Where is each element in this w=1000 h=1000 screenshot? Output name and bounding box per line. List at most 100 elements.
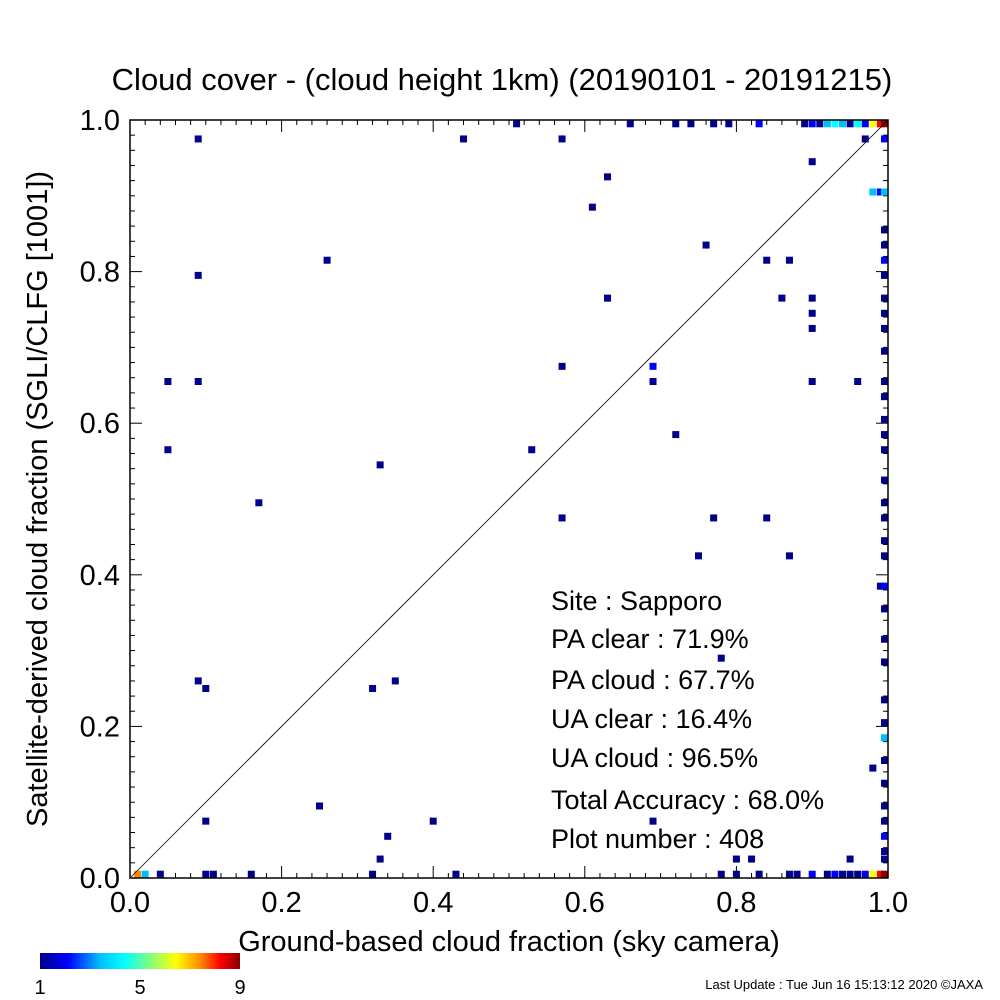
y-axis-label: Satellite-derived cloud fraction (SGLI/C… — [22, 171, 54, 827]
data-point — [649, 817, 657, 825]
data-point — [384, 832, 392, 840]
data-point — [831, 870, 839, 878]
data-point — [785, 870, 793, 878]
data-point — [881, 256, 888, 264]
total-accuracy-label: Total Accuracy : 68.0% — [551, 785, 824, 815]
data-point — [869, 120, 877, 128]
data-point — [881, 241, 888, 249]
data-point — [881, 552, 888, 560]
data-point — [881, 476, 888, 484]
data-point — [755, 120, 763, 128]
data-point — [376, 855, 384, 863]
data-point — [881, 294, 888, 302]
x-tick-label: 1.0 — [868, 887, 908, 919]
data-point — [881, 271, 888, 279]
data-point — [881, 734, 888, 742]
data-point — [881, 446, 888, 454]
footer-last-update: Last Update : Tue Jun 16 15:13:12 2020 ©… — [705, 977, 983, 992]
data-point — [604, 173, 612, 181]
site-label: Site : Sapporo — [551, 586, 722, 616]
data-point — [881, 779, 888, 787]
data-point — [376, 461, 384, 469]
plot-frame — [129, 119, 889, 879]
data-point — [881, 582, 888, 590]
data-point — [763, 256, 771, 264]
data-point — [717, 654, 725, 662]
color-bar-mid-label: 5 — [134, 977, 145, 999]
data-point — [164, 378, 172, 386]
data-point — [528, 446, 536, 454]
data-point — [626, 120, 634, 128]
data-point — [194, 677, 202, 685]
x-tick-label: 0.2 — [261, 887, 301, 919]
data-point — [881, 870, 888, 878]
data-point — [881, 802, 888, 810]
data-point — [778, 294, 786, 302]
data-point — [831, 120, 839, 128]
stats-panel: Site : Sapporo PA clear : 71.9% PA cloud… — [551, 586, 824, 854]
data-point — [202, 817, 210, 825]
data-point — [881, 431, 888, 439]
x-tick-labels: 0.0 0.2 0.4 0.6 0.8 1.0 — [110, 887, 908, 919]
data-point — [854, 120, 862, 128]
data-point — [801, 120, 809, 128]
data-point — [881, 696, 888, 704]
data-point — [881, 635, 888, 643]
data-point — [881, 514, 888, 522]
data-point — [881, 855, 888, 863]
data-point — [846, 855, 854, 863]
data-point — [876, 120, 884, 128]
data-point — [429, 817, 437, 825]
data-point — [732, 855, 740, 863]
data-point — [558, 362, 566, 370]
data-point — [854, 378, 862, 386]
data-point — [881, 309, 888, 317]
y-tick-label: 1.0 — [80, 105, 120, 137]
data-point — [672, 431, 680, 439]
data-point — [793, 870, 801, 878]
data-point — [687, 120, 695, 128]
data-point — [861, 135, 869, 143]
data-point — [725, 120, 733, 128]
data-point — [558, 514, 566, 522]
data-point — [881, 817, 888, 825]
chart-title: Cloud cover - (cloud height 1km) (201901… — [112, 62, 893, 97]
data-point — [861, 870, 869, 878]
data-point — [881, 499, 888, 507]
pa-clear-label: PA clear : 71.9% — [551, 624, 749, 654]
data-point — [839, 870, 847, 878]
color-bar-min-label: 1 — [34, 977, 45, 999]
data-point — [710, 514, 718, 522]
data-point — [316, 802, 323, 810]
data-point — [869, 764, 877, 772]
y-tick-labels: 0.0 0.2 0.4 0.6 0.8 1.0 — [80, 105, 120, 895]
data-point — [881, 605, 888, 613]
x-tick-label: 0.6 — [565, 887, 605, 919]
data-point — [881, 537, 888, 545]
data-point — [755, 870, 763, 878]
data-point — [732, 870, 740, 878]
data-point — [881, 719, 888, 727]
data-point — [881, 226, 888, 234]
data-point — [247, 870, 255, 878]
plot-number-label: Plot number : 408 — [551, 824, 764, 854]
data-point — [785, 256, 793, 264]
data-point — [391, 677, 399, 685]
data-point — [881, 658, 888, 666]
data-point — [202, 870, 210, 878]
data-point — [881, 135, 888, 143]
reference-line — [129, 119, 889, 879]
data-point — [194, 378, 202, 386]
y-tick-label: 0.2 — [80, 711, 120, 743]
data-point — [846, 120, 854, 128]
ua-cloud-label: UA cloud : 96.5% — [551, 743, 758, 773]
data-point — [156, 870, 164, 878]
y-tick-label: 0.6 — [80, 408, 120, 440]
data-point — [881, 188, 888, 196]
data-point — [141, 870, 149, 878]
data-point — [695, 552, 702, 560]
data-point — [808, 294, 816, 302]
data-point — [854, 870, 862, 878]
data-point — [816, 120, 824, 128]
